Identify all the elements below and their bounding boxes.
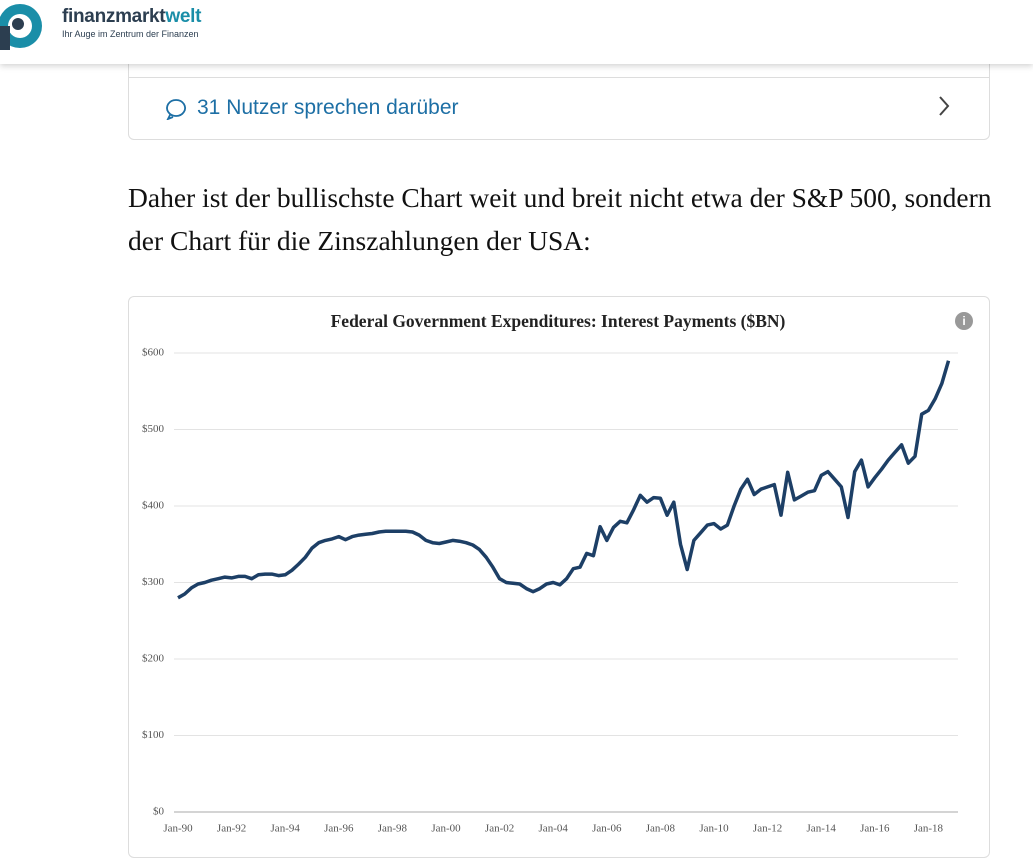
x-tick-label: Jan-06 bbox=[592, 823, 622, 835]
x-tick-label: Jan-08 bbox=[646, 823, 676, 835]
x-tick-label: Jan-04 bbox=[539, 823, 569, 835]
header: finanzmarktwelt Ihr Auge im Zentrum der … bbox=[0, 0, 1033, 64]
x-tick-label: Jan-96 bbox=[324, 823, 354, 835]
tagline: Ihr Auge im Zentrum der Finanzen bbox=[62, 29, 199, 39]
y-tick-label: $600 bbox=[142, 347, 165, 359]
paragraph: Daher ist der bullischste Chart weit und… bbox=[128, 182, 992, 256]
logo[interactable] bbox=[0, 2, 50, 52]
info-icon[interactable] bbox=[955, 312, 973, 330]
x-tick-label: Jan-12 bbox=[753, 823, 782, 835]
x-tick-label: Jan-90 bbox=[163, 823, 193, 835]
x-tick-label: Jan-02 bbox=[485, 823, 514, 835]
comment-icon bbox=[166, 99, 186, 120]
info-glyph: i bbox=[962, 314, 965, 328]
y-tick-label: $100 bbox=[142, 729, 165, 741]
chart-title: Federal Government Expenditures: Interes… bbox=[331, 311, 786, 331]
brand[interactable]: finanzmarktwelt bbox=[62, 6, 201, 28]
brand-main: finanzmarkt bbox=[62, 6, 166, 27]
x-tick-label: Jan-00 bbox=[431, 823, 461, 835]
y-tick-label: $200 bbox=[142, 653, 165, 665]
brand-accent: welt bbox=[165, 6, 202, 27]
x-tick-label: Jan-18 bbox=[914, 823, 944, 835]
chevron[interactable] bbox=[937, 95, 951, 117]
line bbox=[177, 360, 951, 600]
x-tick-label: Jan-98 bbox=[378, 823, 408, 835]
x-tick-label: Jan-10 bbox=[699, 823, 729, 835]
separator bbox=[129, 77, 989, 78]
x-tick-label: Jan-16 bbox=[860, 823, 890, 835]
y-tick-label: $0 bbox=[153, 806, 165, 818]
comments-link[interactable]: 31 Nutzer sprechen darüber bbox=[197, 96, 459, 119]
y-tick-label: $300 bbox=[142, 576, 165, 588]
y-tick-label: $400 bbox=[142, 500, 165, 512]
x-tick-label: Jan-14 bbox=[807, 823, 837, 835]
x-tick-label: Jan-92 bbox=[217, 823, 246, 835]
y-tick-label: $500 bbox=[142, 423, 165, 435]
x-tick-label: Jan-94 bbox=[271, 823, 301, 835]
